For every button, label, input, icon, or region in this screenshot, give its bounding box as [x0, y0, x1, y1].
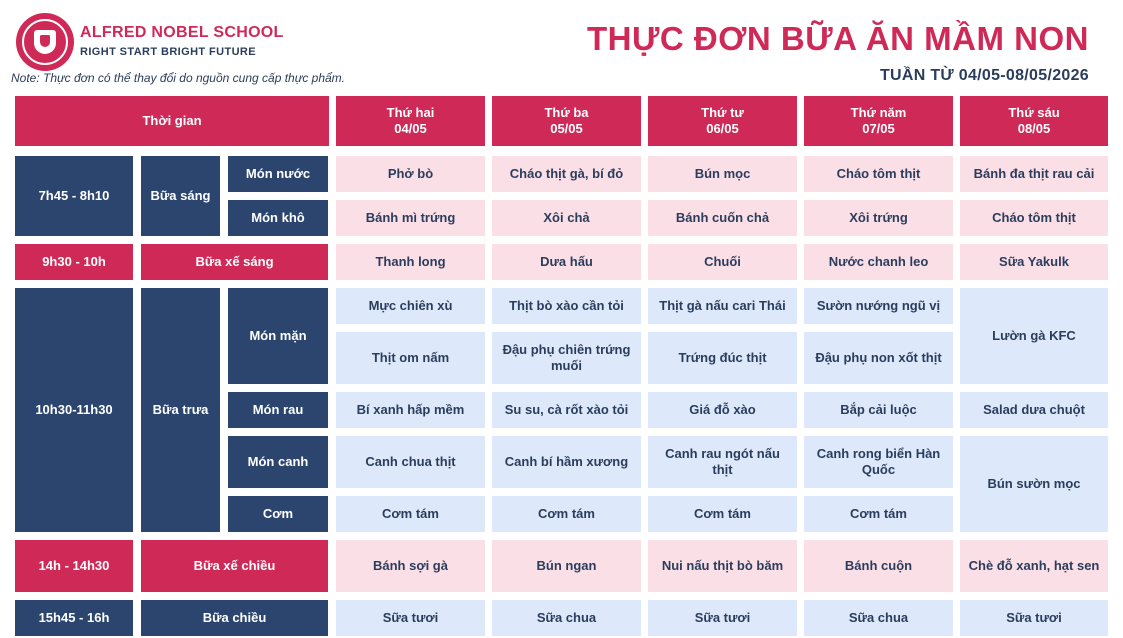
week-range: TUẦN TỪ 04/05-08/05/2026 [879, 67, 1089, 84]
afternoon-snack-label: Bữa xế chiều [141, 540, 328, 592]
menu-cell: Thanh long [336, 244, 485, 280]
menu-cell: Bí xanh hấp mềm [336, 392, 485, 428]
school-crest-icon [16, 13, 74, 71]
menu-cell: Sườn nướng ngũ vị [804, 288, 953, 324]
menu-cell: Bún mọc [648, 156, 797, 192]
morning-snack-label: Bữa xế sáng [141, 244, 328, 280]
morning-snack-time: 9h30 - 10h [15, 244, 133, 280]
menu-cell: Bánh cuốn chả [648, 200, 797, 236]
menu-cell: Chuối [648, 244, 797, 280]
menu-cell: Đậu phụ chiên trứng muối [492, 332, 641, 384]
menu-cell: Dưa hấu [492, 244, 641, 280]
afternoon-label: Bữa chiều [141, 600, 328, 636]
menu-cell: Xôi trứng [804, 200, 953, 236]
day-header-thursday: Thứ năm 07/05 [804, 96, 953, 146]
day-header-monday: Thứ hai 04/05 [336, 96, 485, 146]
breakfast-dry-label: Món khô [228, 200, 328, 236]
menu-cell: Sữa chua [804, 600, 953, 636]
page-title: THỰC ĐƠN BỮA ĂN MẦM NON [587, 20, 1089, 57]
menu-cell: Bún sườn mọc [960, 436, 1108, 532]
menu-cell: Chè đỗ xanh, hạt sen [960, 540, 1108, 592]
menu-cell: Thịt om nấm [336, 332, 485, 384]
menu-cell: Giá đỗ xào [648, 392, 797, 428]
menu-cell: Canh rau ngót nấu thịt [648, 436, 797, 488]
breakfast-soup-label: Món nước [228, 156, 328, 192]
menu-cell: Cơm tám [492, 496, 641, 532]
day-date: 08/05 [1017, 121, 1051, 136]
lunch-soup-label: Món canh [228, 436, 328, 488]
menu-cell: Nui nấu thịt bò băm [648, 540, 797, 592]
day-header-tuesday: Thứ ba 05/05 [492, 96, 641, 146]
menu-cell: Canh rong biển Hàn Quốc [804, 436, 953, 488]
menu-note: Note: Thực đơn có thể thay đổi do nguồn … [11, 71, 346, 85]
lunch-label: Bữa trưa [141, 288, 220, 532]
menu-cell: Cơm tám [336, 496, 485, 532]
menu-cell: Bún ngan [492, 540, 641, 592]
day-name: Thứ sáu [1008, 105, 1060, 120]
day-date: 04/05 [394, 121, 427, 136]
menu-cell: Trứng đúc thịt [648, 332, 797, 384]
menu-cell: Cháo tôm thịt [960, 200, 1108, 236]
menu-cell: Canh bí hầm xương [492, 436, 641, 488]
menu-cell: Bánh mì trứng [336, 200, 485, 236]
day-date: 05/05 [550, 121, 583, 136]
day-name: Thứ tư [701, 105, 744, 120]
lunch-veg-label: Món rau [228, 392, 328, 428]
menu-cell: Bánh đa thịt rau cải [960, 156, 1108, 192]
menu-cell: Xôi chả [492, 200, 641, 236]
menu-cell: Cơm tám [804, 496, 953, 532]
menu-cell: Bánh cuộn [804, 540, 953, 592]
menu-cell: Sữa chua [492, 600, 641, 636]
day-header-wednesday: Thứ tư 06/05 [648, 96, 797, 146]
school-slogan: RIGHT START BRIGHT FUTURE [80, 46, 257, 58]
menu-cell: Cơm tám [648, 496, 797, 532]
day-name: Thứ năm [850, 105, 907, 120]
lunch-rice-label: Cơm [228, 496, 328, 532]
day-date: 07/05 [862, 121, 895, 136]
afternoon-snack-time: 14h - 14h30 [15, 540, 133, 592]
menu-cell: Cháo thịt gà, bí đỏ [492, 156, 641, 192]
menu-cell: Mực chiên xù [336, 288, 485, 324]
school-name: ALFRED NOBEL SCHOOL [80, 24, 284, 41]
menu-cell: Đậu phụ non xốt thịt [804, 332, 953, 384]
menu-cell: Bánh sợi gà [336, 540, 485, 592]
time-header: Thời gian [15, 96, 329, 146]
menu-cell: Thịt gà nấu cari Thái [648, 288, 797, 324]
day-name: Thứ hai [386, 105, 435, 120]
menu-cell: Sữa Yakulk [960, 244, 1108, 280]
breakfast-time: 7h45 - 8h10 [15, 156, 133, 236]
menu-cell: Phở bò [336, 156, 485, 192]
menu-cell: Sữa tươi [648, 600, 797, 636]
day-name: Thứ ba [544, 105, 589, 120]
menu-cell: Nước chanh leo [804, 244, 953, 280]
menu-cell: Sữa tươi [960, 600, 1108, 636]
menu-cell: Canh chua thịt [336, 436, 485, 488]
menu-cell: Salad dưa chuột [960, 392, 1108, 428]
lunch-time: 10h30-11h30 [15, 288, 133, 532]
breakfast-label: Bữa sáng [141, 156, 220, 236]
menu-cell: Cháo tôm thịt [804, 156, 953, 192]
menu-cell: Bắp cải luộc [804, 392, 953, 428]
menu-cell: Su su, cà rốt xào tỏi [492, 392, 641, 428]
menu-cell: Thịt bò xào cần tỏi [492, 288, 641, 324]
menu-cell: Sữa tươi [336, 600, 485, 636]
lunch-savory-label: Món mặn [228, 288, 328, 384]
afternoon-time: 15h45 - 16h [15, 600, 133, 636]
menu-cell: Lườn gà KFC [960, 288, 1108, 384]
day-date: 06/05 [706, 121, 739, 136]
day-header-friday: Thứ sáu 08/05 [960, 96, 1108, 146]
